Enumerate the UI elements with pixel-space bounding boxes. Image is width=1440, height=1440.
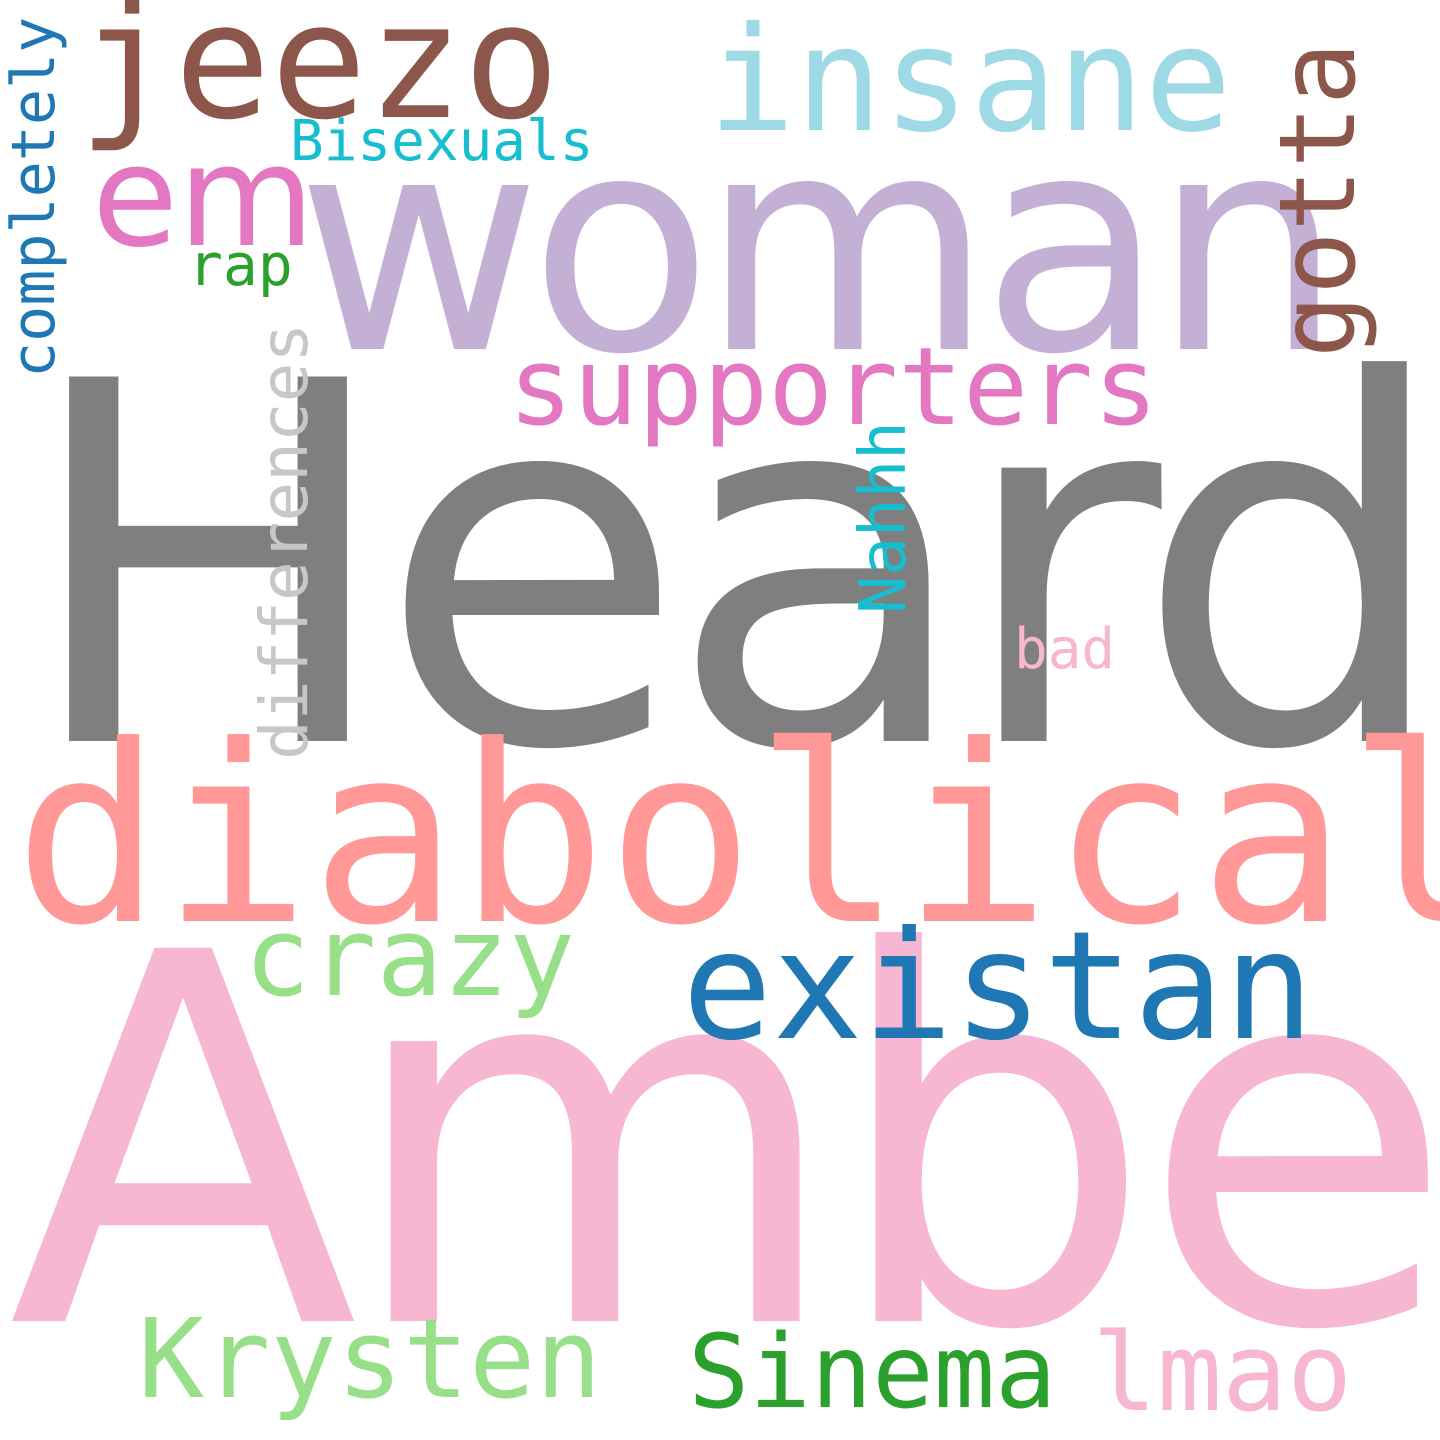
word-supporters: supporters (508, 325, 1159, 450)
word-existan: existan (682, 900, 1315, 1074)
word-completely: completely (0, 16, 69, 378)
word-lmao: lmao (1092, 1311, 1353, 1436)
word-insane: insane (708, 0, 1232, 165)
word-gotta: gotta (1257, 41, 1379, 358)
word-bisexuals: Bisexuals (290, 109, 594, 174)
word-jeezo: jeezo (78, 0, 560, 155)
word-heard: Heard (20, 277, 1440, 859)
word-crazy: crazy (244, 893, 576, 1021)
word-sinema: Sinema (688, 1313, 1057, 1432)
word-em: em (92, 116, 315, 279)
word-woman: woman (296, 71, 1343, 420)
word-rap: rap (188, 231, 293, 299)
word-nahhh: Nahhh (847, 421, 921, 614)
word-amber: Amber (8, 846, 1440, 1440)
word-bad: bad (1014, 617, 1116, 682)
word-diabolical: diabolical (14, 694, 1440, 980)
word-differences: differences (246, 322, 323, 760)
word-krysten: Krysten (138, 1295, 602, 1423)
